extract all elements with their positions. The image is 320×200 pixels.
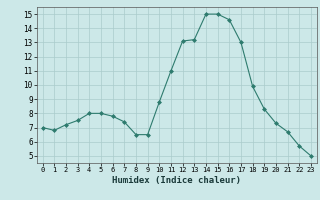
X-axis label: Humidex (Indice chaleur): Humidex (Indice chaleur) (112, 176, 241, 185)
